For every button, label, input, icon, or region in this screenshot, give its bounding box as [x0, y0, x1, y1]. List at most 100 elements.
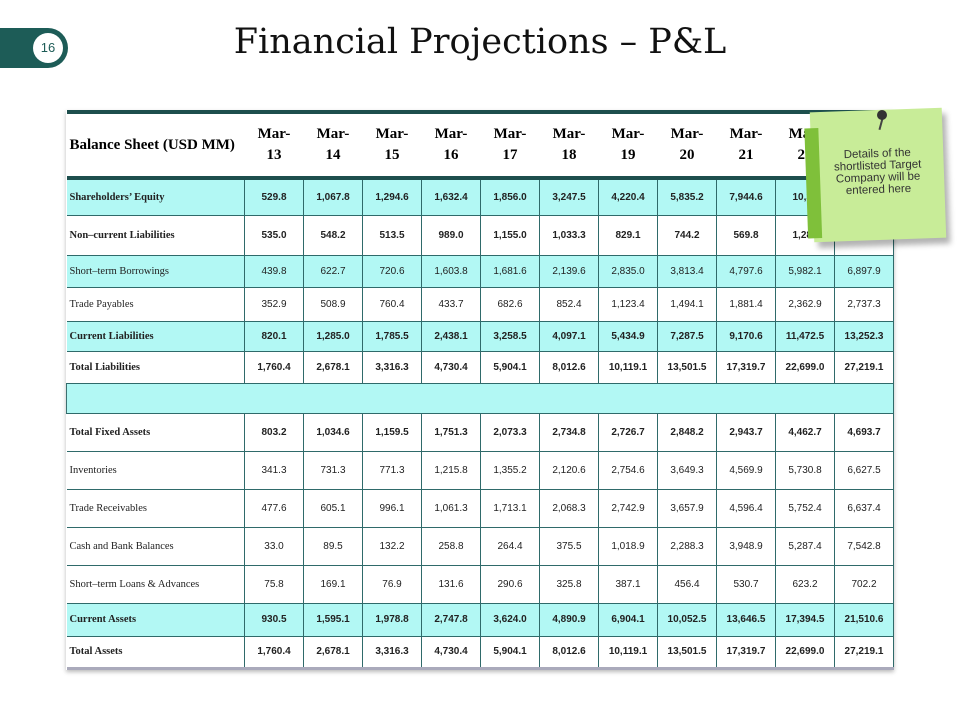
value-cell: 1,681.6 [480, 254, 540, 288]
value-cell: 13,501.5 [657, 350, 717, 384]
value-cell: 325.8 [539, 564, 599, 604]
value-cell: 1,494.1 [657, 286, 717, 322]
value-cell: 33.0 [244, 526, 304, 566]
value-cell: 820.1 [244, 320, 304, 352]
row-label: Current Assets [66, 602, 245, 637]
value-cell: 2,678.1 [303, 350, 363, 384]
value-cell: 4,220.4 [598, 177, 658, 216]
value-cell: 5,752.4 [775, 488, 835, 528]
value-cell: 4,462.7 [775, 412, 835, 452]
value-cell: 2,139.6 [539, 254, 599, 288]
header-period-cell: Mar-15 [362, 110, 422, 180]
header-period-cell: Mar-13 [244, 110, 304, 180]
row-label: Cash and Bank Balances [66, 526, 245, 566]
value-cell: 6,637.4 [834, 488, 894, 528]
value-cell: 3,948.9 [716, 526, 776, 566]
value-cell: 1,285.0 [303, 320, 363, 352]
value-cell: 258.8 [421, 526, 481, 566]
value-cell: 1,632.4 [421, 177, 481, 216]
sticky-note-text: Details of the shortlisted Target Compan… [833, 146, 922, 198]
value-cell: 996.1 [362, 488, 422, 528]
value-cell: 548.2 [303, 214, 363, 256]
spacer-cell [66, 382, 894, 414]
value-cell: 4,596.4 [716, 488, 776, 528]
value-cell: 1,603.8 [421, 254, 481, 288]
value-cell: 930.5 [244, 602, 304, 637]
table-row: Trade Receivables 477.6 605.1 996.1 1,061.3 1… [66, 488, 894, 528]
slide-number-badge: 16 [0, 28, 68, 68]
value-cell: 2,742.9 [598, 488, 658, 528]
row-label: Short–term Loans & Advances [66, 564, 245, 604]
value-cell: 13,501.5 [657, 635, 717, 670]
value-cell: 1,061.3 [421, 488, 481, 528]
value-cell: 508.9 [303, 286, 363, 322]
slide-number: 16 [33, 33, 63, 63]
value-cell: 132.2 [362, 526, 422, 566]
value-cell: 9,170.6 [716, 320, 776, 352]
header-period-cell: Mar-17 [480, 110, 540, 180]
value-cell: 852.4 [539, 286, 599, 322]
value-cell: 760.4 [362, 286, 422, 322]
table-row: Total Liabilities 1,760.4 2,678.1 3,316.3 4,… [66, 350, 894, 384]
header-period: Mar-14 [316, 126, 350, 163]
value-cell: 433.7 [421, 286, 481, 322]
value-cell: 5,434.9 [598, 320, 658, 352]
value-cell: 4,730.4 [421, 350, 481, 384]
value-cell: 8,012.6 [539, 350, 599, 384]
value-cell: 456.4 [657, 564, 717, 604]
value-cell: 169.1 [303, 564, 363, 604]
value-cell: 1,713.1 [480, 488, 540, 528]
row-label: Trade Receivables [66, 488, 245, 528]
value-cell: 2,747.8 [421, 602, 481, 637]
value-cell: 5,982.1 [775, 254, 835, 288]
value-cell: 352.9 [244, 286, 304, 322]
value-cell: 2,120.6 [539, 450, 599, 490]
table-row: Trade Payables 352.9 508.9 760.4 433.7 682.6 8… [66, 286, 894, 322]
value-cell: 264.4 [480, 526, 540, 566]
value-cell: 1,881.4 [716, 286, 776, 322]
value-cell: 530.7 [716, 564, 776, 604]
value-cell: 1,978.8 [362, 602, 422, 637]
value-cell: 1,751.3 [421, 412, 481, 452]
value-cell: 13,252.3 [834, 320, 894, 352]
value-cell: 731.3 [303, 450, 363, 490]
value-cell: 803.2 [244, 412, 304, 452]
value-cell: 3,813.4 [657, 254, 717, 288]
value-cell: 7,542.8 [834, 526, 894, 566]
value-cell: 27,219.1 [834, 350, 894, 384]
header-period: Mar-21 [729, 126, 763, 163]
slide-title: Financial Projections – P&L [233, 22, 727, 62]
value-cell: 1,159.5 [362, 412, 422, 452]
table-row: Current Liabilities 820.1 1,285.0 1,785.5 2,… [66, 320, 894, 352]
value-cell: 7,287.5 [657, 320, 717, 352]
value-cell: 1,294.6 [362, 177, 422, 216]
value-cell: 4,730.4 [421, 635, 481, 670]
value-cell: 2,754.6 [598, 450, 658, 490]
table-row: Non–current Liabilities 535.0 548.2 513.5 98… [66, 214, 894, 256]
header-period: Mar-16 [434, 126, 468, 163]
value-cell: 5,730.8 [775, 450, 835, 490]
value-cell: 10,052.5 [657, 602, 717, 637]
table-row: Short–term Borrowings 439.8 622.7 720.6 1,60… [66, 254, 894, 288]
value-cell: 1,595.1 [303, 602, 363, 637]
value-cell: 4,097.1 [539, 320, 599, 352]
value-cell: 771.3 [362, 450, 422, 490]
value-cell: 387.1 [598, 564, 658, 604]
header-period: Mar-17 [493, 126, 527, 163]
value-cell: 2,438.1 [421, 320, 481, 352]
value-cell: 27,219.1 [834, 635, 894, 670]
header-period-cell: Mar-20 [657, 110, 717, 180]
value-cell: 2,073.3 [480, 412, 540, 452]
value-cell: 605.1 [303, 488, 363, 528]
value-cell: 720.6 [362, 254, 422, 288]
value-cell: 22,699.0 [775, 635, 835, 670]
value-cell: 1,018.9 [598, 526, 658, 566]
value-cell: 1,033.3 [539, 214, 599, 256]
value-cell: 1,355.2 [480, 450, 540, 490]
value-cell: 4,693.7 [834, 412, 894, 452]
row-label: Shareholders’ Equity [66, 177, 245, 216]
value-cell: 2,678.1 [303, 635, 363, 670]
row-label: Non–current Liabilities [66, 214, 245, 256]
balance-sheet-table: Balance Sheet (USD MM) Mar-13 Mar-14 Mar-15… [66, 110, 894, 670]
value-cell: 10,119.1 [598, 350, 658, 384]
